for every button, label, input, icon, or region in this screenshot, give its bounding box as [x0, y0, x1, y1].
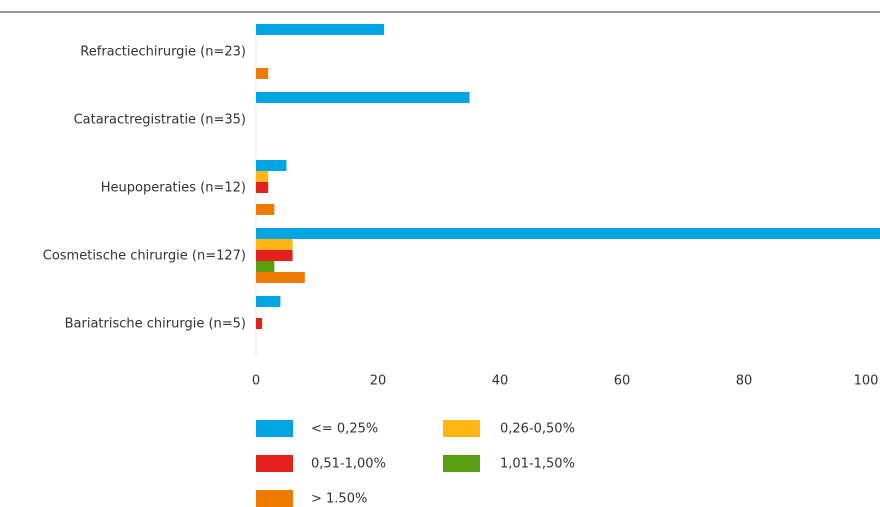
bar — [256, 204, 275, 215]
category-label: Bariatrische chirurgie (n=5) — [65, 317, 246, 332]
bar — [256, 239, 293, 250]
category-label: Cosmetische chirurgie (n=127) — [43, 249, 246, 264]
bar — [256, 318, 263, 329]
bar — [256, 68, 269, 79]
legend-swatch — [256, 455, 293, 472]
legend-swatch — [443, 455, 480, 472]
bar — [256, 160, 287, 171]
legend-label: 1,01-1,50% — [500, 457, 575, 472]
legend-label: > 1.50% — [311, 492, 367, 507]
x-tick-label: 100 — [854, 374, 879, 389]
x-tick-label: 60 — [614, 374, 631, 389]
x-tick-label: 80 — [736, 374, 753, 389]
bar — [256, 171, 269, 182]
legend-swatch — [256, 490, 293, 507]
category-label: Refractiechirurgie (n=23) — [80, 45, 246, 60]
bar — [256, 228, 880, 239]
x-tick-label: 0 — [252, 374, 260, 389]
legend-swatch — [443, 420, 480, 437]
bar — [256, 24, 385, 35]
x-tick-label: 20 — [370, 374, 387, 389]
legend-label: 0,26-0,50% — [500, 422, 575, 437]
x-tick-label: 40 — [492, 374, 509, 389]
bar — [256, 261, 275, 272]
bar — [256, 272, 305, 283]
bar — [256, 250, 293, 261]
bar — [256, 296, 281, 307]
legend-label: <= 0,25% — [311, 422, 378, 437]
bar — [256, 182, 269, 193]
category-label: Cataractregistratie (n=35) — [74, 113, 246, 128]
bar — [256, 92, 470, 103]
legend-swatch — [256, 420, 293, 437]
category-label: Heupoperaties (n=12) — [101, 181, 246, 196]
legend-label: 0,51-1,00% — [311, 457, 386, 472]
